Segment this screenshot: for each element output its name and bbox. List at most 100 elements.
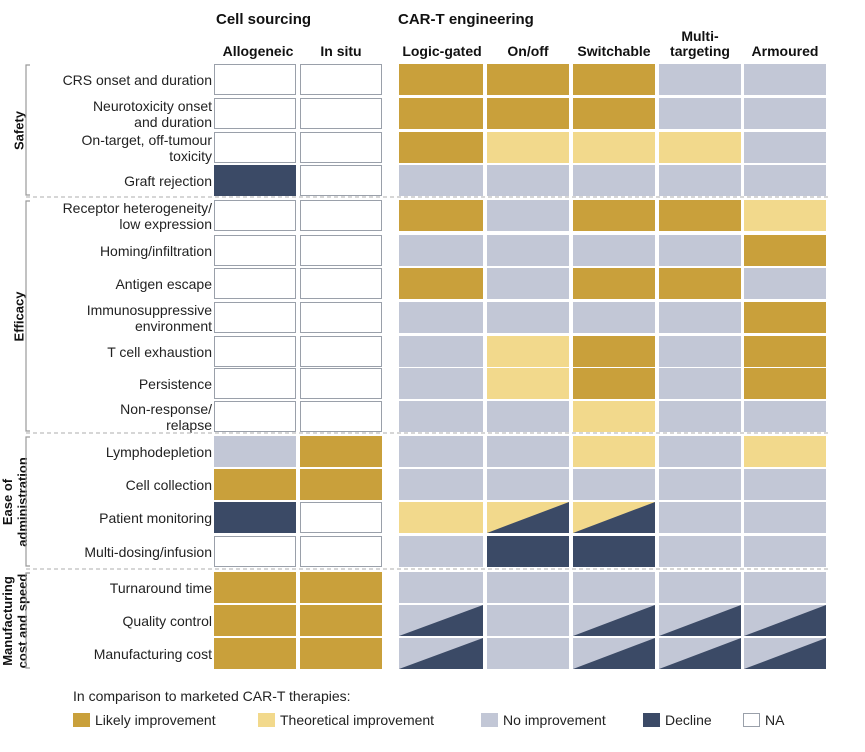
matrix-cell: [214, 336, 296, 367]
column-header-4: Switchable: [577, 43, 651, 59]
matrix-cell: [214, 200, 296, 231]
legend-label: Decline: [665, 712, 712, 728]
legend-swatch: [481, 713, 498, 727]
matrix-cell: [744, 336, 826, 367]
matrix-cell-split: [399, 605, 483, 636]
matrix-cell: [214, 605, 296, 636]
column-header-0: Allogeneic: [222, 43, 294, 59]
matrix-cell: [744, 165, 826, 196]
matrix-cell: [300, 572, 382, 603]
matrix-cell: [399, 268, 483, 299]
matrix-cell: [573, 368, 655, 399]
matrix-cell-split: [573, 502, 655, 533]
legend-swatch: [258, 713, 275, 727]
cell-decline-triangle: [744, 605, 826, 636]
category-bracket: [25, 572, 30, 669]
matrix-cell: [399, 336, 483, 367]
matrix-cell: [744, 469, 826, 500]
category-bracket: [25, 200, 30, 432]
column-header-2: Logic-gated: [402, 43, 482, 59]
cell-decline-triangle: [659, 638, 741, 669]
legend-item: Likely improvement: [73, 712, 216, 728]
matrix-cell: [573, 401, 655, 432]
cell-decline-triangle: [744, 638, 826, 669]
matrix-cell: [300, 536, 382, 567]
legend-item: No improvement: [481, 712, 606, 728]
column-header-5: Multi- targeting: [670, 28, 730, 59]
cell-decline-triangle: [399, 605, 483, 636]
row-label: Cell collection: [125, 476, 212, 493]
matrix-cell: [573, 235, 655, 266]
row-label: Lymphodepletion: [105, 443, 212, 460]
matrix-cell-split: [659, 605, 741, 636]
matrix-cell: [573, 200, 655, 231]
matrix-cell: [214, 165, 296, 196]
matrix-cell: [659, 401, 741, 432]
column-header-1: In situ: [320, 43, 362, 59]
matrix-cell: [659, 165, 741, 196]
column-header-3: On/off: [507, 43, 549, 59]
matrix-cell: [744, 302, 826, 333]
matrix-cell: [487, 401, 569, 432]
legend-label: Theoretical improvement: [280, 712, 435, 728]
matrix-cell: [214, 64, 296, 95]
matrix-cell: [399, 368, 483, 399]
legend-label: NA: [765, 712, 785, 728]
matrix-cell: [214, 235, 296, 266]
matrix-cell: [487, 235, 569, 266]
matrix-cell: [659, 200, 741, 231]
matrix-cell: [300, 302, 382, 333]
matrix-cell: [399, 469, 483, 500]
matrix-cell: [573, 536, 655, 567]
matrix-cell: [573, 98, 655, 129]
matrix-cell: [399, 200, 483, 231]
matrix-cell: [214, 302, 296, 333]
cell-decline-triangle: [659, 605, 741, 636]
matrix-cell: [399, 98, 483, 129]
matrix-cell: [487, 132, 569, 163]
matrix-cell: [573, 572, 655, 603]
column-header-6: Armoured: [751, 43, 819, 59]
row-label: T cell exhaustion: [107, 343, 212, 360]
matrix-cell: [659, 336, 741, 367]
matrix-cell: [744, 368, 826, 399]
matrix-cell: [659, 132, 741, 163]
category-bracket: [25, 436, 30, 567]
matrix-cell: [573, 268, 655, 299]
matrix-cell: [214, 638, 296, 669]
legend-label: Likely improvement: [95, 712, 216, 728]
row-label: On-target, off-tumour toxicity: [81, 131, 212, 164]
matrix-cell: [744, 64, 826, 95]
row-label: Homing/infiltration: [99, 242, 212, 259]
matrix-cell: [573, 336, 655, 367]
matrix-cell: [300, 502, 382, 533]
matrix-cell: [300, 436, 382, 467]
matrix-cell: [659, 436, 741, 467]
matrix-cell: [214, 502, 296, 533]
matrix-cell: [300, 469, 382, 500]
matrix-cell: [399, 132, 483, 163]
legend-swatch: [73, 713, 90, 727]
matrix-cell: [300, 605, 382, 636]
row-label: Multi-dosing/infusion: [84, 543, 212, 560]
row-label: Immunosuppressive environment: [86, 301, 212, 334]
matrix-cell-split: [744, 605, 826, 636]
header-cell-sourcing: Cell sourcing: [216, 11, 312, 28]
matrix-cell: [399, 235, 483, 266]
matrix-cell: [214, 401, 296, 432]
matrix-cell: [744, 401, 826, 432]
matrix-cell: [300, 235, 382, 266]
matrix-cell: [744, 235, 826, 266]
row-label: Manufacturing cost: [93, 645, 212, 662]
matrix-cell: [399, 165, 483, 196]
header-car-t-engineering: CAR-T engineering: [398, 11, 534, 28]
matrix-cell: [487, 469, 569, 500]
cell-decline-triangle: [487, 502, 569, 533]
matrix-cell: [744, 502, 826, 533]
matrix-cell: [659, 302, 741, 333]
matrix-cell: [744, 536, 826, 567]
matrix-cell: [300, 98, 382, 129]
matrix-cell-split: [399, 638, 483, 669]
matrix-cell: [214, 572, 296, 603]
matrix-cell: [744, 268, 826, 299]
